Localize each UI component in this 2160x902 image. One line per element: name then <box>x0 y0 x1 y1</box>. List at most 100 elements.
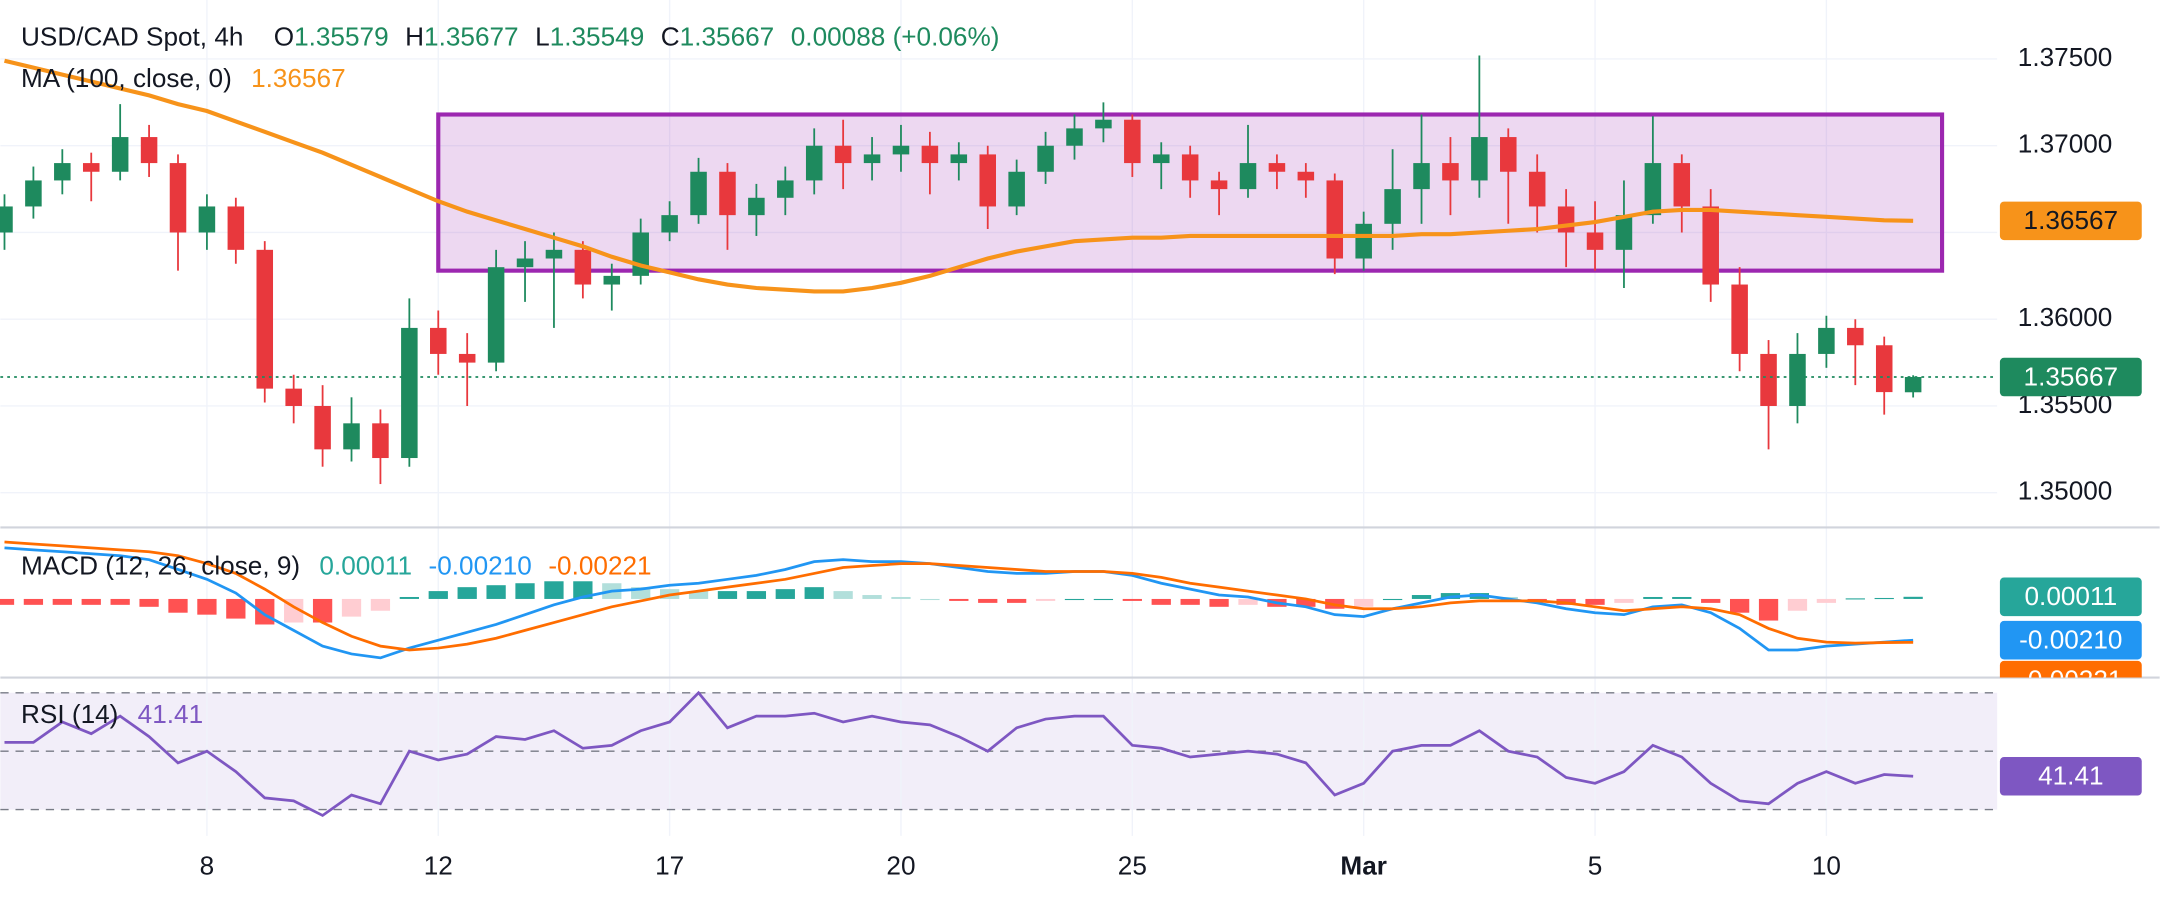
ma-title: MA (100, close, 0) <box>21 63 232 93</box>
candle-body <box>834 145 852 164</box>
candle-body <box>1066 128 1083 146</box>
macd-histogram-bar <box>949 598 969 601</box>
macd-histogram-bar <box>52 598 72 605</box>
candle-body <box>1847 327 1864 346</box>
candle-body <box>1471 137 1488 181</box>
candle-body <box>1008 171 1025 207</box>
candle-body <box>1124 119 1141 164</box>
macd-histogram-bar <box>255 598 275 625</box>
macd-histogram-bar <box>1729 598 1750 613</box>
candle-body <box>661 215 678 233</box>
macd-histogram-bar <box>1874 597 1894 600</box>
candle-body <box>343 423 360 450</box>
macd-histogram-bar <box>775 589 795 599</box>
ohlc-label: O <box>274 21 294 51</box>
candle-body <box>1210 180 1228 190</box>
candle-body <box>372 423 389 459</box>
macd-histogram-bar <box>573 581 593 599</box>
candle-body <box>632 232 649 276</box>
macd-histogram-bar <box>1122 598 1142 601</box>
candle-body <box>603 275 621 285</box>
rsi-line <box>4 690 1914 818</box>
x-tick-label: 12 <box>424 850 453 880</box>
candle-body <box>1615 215 1633 250</box>
candle-body <box>1789 353 1806 406</box>
y-tick-label: 1.37000 <box>2018 129 2113 159</box>
candle-body <box>892 145 910 155</box>
candle-body <box>1037 145 1054 172</box>
macd-histogram-bar <box>688 591 709 599</box>
macd-histogram-bar <box>168 598 188 613</box>
macd-histogram-bar <box>1180 598 1200 605</box>
candle-body <box>458 353 476 363</box>
x-tick-label: 5 <box>1588 850 1603 880</box>
macd-title: MACD (12, 26, close, 9) <box>21 550 300 580</box>
macd-histogram-bar <box>370 598 391 611</box>
ma-value: 1.36567 <box>251 63 346 93</box>
candle-body <box>1673 163 1691 207</box>
macd-histogram-bar <box>428 591 448 599</box>
ohlc-value: 1.35667 <box>680 21 775 51</box>
macd-histogram-bar <box>139 598 159 607</box>
candle-body <box>1586 232 1604 250</box>
candle-body <box>1355 223 1372 259</box>
macd-histogram-bar <box>1354 598 1374 607</box>
macd-histogram-bar <box>457 587 477 599</box>
candle-body <box>1760 353 1777 406</box>
macd-histogram-bar <box>1643 596 1663 599</box>
axis-badge-label: 1.36567 <box>2024 205 2119 235</box>
ohlc-label: L <box>535 21 550 51</box>
rsi-title: RSI (14) <box>21 699 118 729</box>
x-tick-label: 8 <box>200 850 215 880</box>
axis-badge <box>1999 620 2142 660</box>
x-tick-label: 17 <box>655 850 684 880</box>
x-tick-label: 10 <box>1812 850 1841 880</box>
macd-histogram-bar <box>1816 598 1837 603</box>
macd-histogram-bar <box>1296 598 1316 607</box>
rsi-legend: RSI (14) 41.41 <box>21 699 203 729</box>
candle-body <box>314 405 331 450</box>
axis-badge-label: 1.35667 <box>2024 361 2119 391</box>
macd-histogram-bar <box>1758 598 1779 621</box>
macd-histogram-bar <box>515 583 535 599</box>
x-tick-label: 20 <box>886 850 915 880</box>
candle-body <box>748 197 765 216</box>
macd-histogram-bar <box>717 591 738 599</box>
ma-legend: MA (100, close, 0) 1.36567 <box>21 63 346 93</box>
ma-line <box>4 58 1914 294</box>
candle-body <box>574 249 592 285</box>
macd-histogram-bar <box>226 598 246 619</box>
candle-body <box>690 171 707 216</box>
macd-histogram-bar <box>1903 596 1923 599</box>
macd-histogram-bar <box>1093 598 1114 601</box>
ohlc-label: H <box>405 21 424 51</box>
macd-histogram-bar <box>1614 598 1634 603</box>
candle-body <box>1500 137 1517 172</box>
candle-body <box>863 154 881 164</box>
macd-histogram-bar <box>110 598 130 605</box>
y-tick-label: 1.35000 <box>2018 476 2113 506</box>
axis-badge-label: -0.00210 <box>2019 624 2122 654</box>
macd-histogram-bar <box>197 598 217 615</box>
candle-body <box>1095 119 1112 129</box>
macd-histogram-bar <box>1585 598 1605 605</box>
signal-line <box>4 540 1914 652</box>
macd-value: -0.00210 <box>429 550 532 580</box>
candle-body <box>401 327 418 459</box>
axis-badge <box>1999 756 2142 796</box>
candle-body <box>1818 327 1835 354</box>
candle-body <box>140 137 158 164</box>
axis-badge-label: 41.41 <box>2038 761 2103 791</box>
candle-body <box>227 206 245 250</box>
ohlc-value: 1.35677 <box>424 21 519 51</box>
axis-badge <box>1999 357 2142 397</box>
macd-histogram-bar <box>920 598 940 601</box>
candle-body <box>1702 206 1719 285</box>
axis-badge <box>1999 660 2142 678</box>
ohlc-label: C <box>661 21 680 51</box>
y-tick-label: 1.36000 <box>2018 302 2113 332</box>
candle-body <box>1239 163 1257 190</box>
candle-body <box>169 163 187 233</box>
